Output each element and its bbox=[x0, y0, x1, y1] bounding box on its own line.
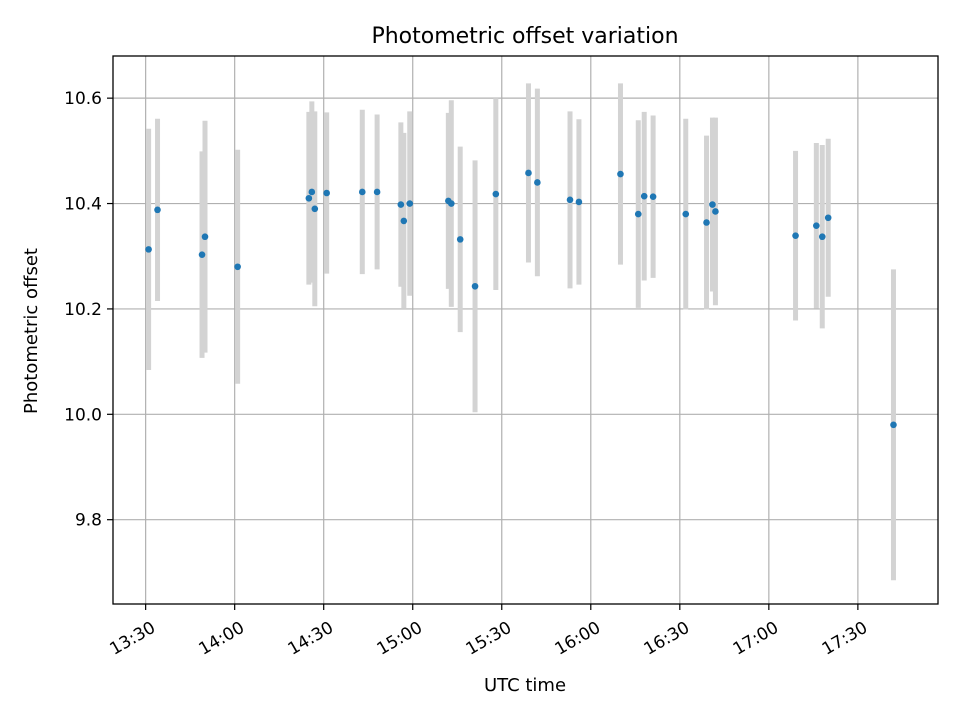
y-tick-label: 10.0 bbox=[64, 405, 102, 425]
data-point bbox=[649, 193, 657, 200]
y-axis-label: Photometric offset bbox=[21, 248, 42, 414]
data-point bbox=[709, 201, 716, 208]
x-axis-label: UTC time bbox=[484, 675, 566, 696]
data-point bbox=[575, 198, 583, 206]
data-point bbox=[525, 169, 532, 177]
data-point bbox=[198, 251, 206, 258]
y-tick-label: 10.4 bbox=[64, 195, 102, 215]
y-tick-label: 9.8 bbox=[75, 511, 102, 531]
y-tick-label: 10.6 bbox=[64, 89, 102, 109]
data-point bbox=[373, 188, 381, 196]
data-point bbox=[566, 196, 574, 204]
chart-title: Photometric offset variation bbox=[371, 24, 678, 49]
data-point bbox=[890, 421, 897, 429]
data-point bbox=[308, 188, 316, 196]
data-point bbox=[703, 219, 710, 226]
data-point bbox=[311, 205, 319, 213]
data-point bbox=[492, 190, 500, 198]
data-point bbox=[397, 201, 405, 208]
data-point bbox=[456, 236, 464, 243]
plot-frame bbox=[112, 55, 939, 605]
data-point bbox=[154, 206, 161, 214]
data-point bbox=[634, 210, 642, 218]
data-point bbox=[471, 282, 479, 290]
data-point bbox=[534, 179, 541, 186]
data-point bbox=[712, 208, 719, 215]
data-point bbox=[145, 246, 152, 253]
data-point bbox=[201, 233, 209, 241]
data-point bbox=[792, 232, 799, 239]
data-point bbox=[682, 210, 690, 218]
data-point bbox=[400, 217, 408, 225]
data-point bbox=[640, 192, 648, 200]
data-point bbox=[358, 188, 366, 196]
data-point bbox=[448, 200, 455, 207]
data-point bbox=[323, 189, 330, 197]
y-tick-label: 10.2 bbox=[64, 300, 102, 320]
data-point bbox=[305, 194, 313, 202]
data-point bbox=[406, 200, 414, 207]
data-point bbox=[234, 263, 241, 271]
data-point bbox=[813, 222, 820, 229]
data-point bbox=[824, 214, 832, 222]
data-point bbox=[818, 233, 826, 241]
data-points bbox=[145, 169, 897, 429]
data-point bbox=[617, 170, 624, 178]
grid-lines bbox=[113, 56, 938, 604]
